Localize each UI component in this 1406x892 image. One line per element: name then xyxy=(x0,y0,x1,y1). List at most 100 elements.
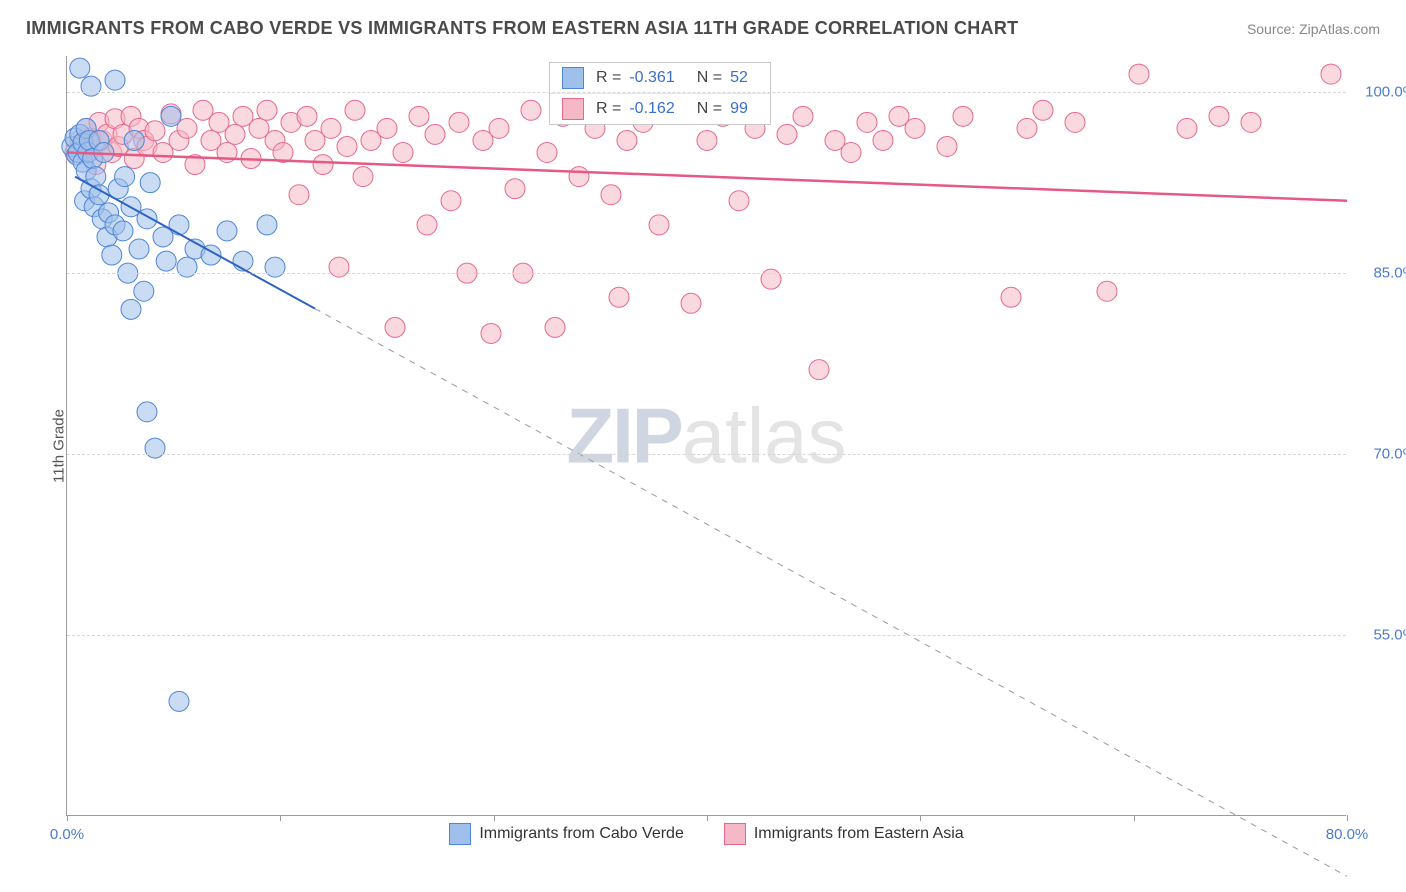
data-point xyxy=(137,402,157,422)
r-label: R = xyxy=(596,100,621,118)
trendline-cabo-verde-dashed xyxy=(315,309,1347,877)
series-name-cabo-verde: Immigrants from Cabo Verde xyxy=(479,825,684,843)
data-point xyxy=(1097,281,1117,301)
y-tick-label: 55.0% xyxy=(1356,627,1406,644)
data-point xyxy=(156,251,176,271)
series-legend: Immigrants from Cabo Verde Immigrants fr… xyxy=(67,823,1346,845)
data-point xyxy=(857,112,877,132)
swatch-cabo-verde xyxy=(449,823,471,845)
trendline-eastern-asia xyxy=(67,153,1347,201)
data-point xyxy=(841,143,861,163)
gridline-h xyxy=(67,273,1346,274)
data-point xyxy=(113,221,133,241)
data-point xyxy=(353,167,373,187)
n-label: N = xyxy=(697,100,722,118)
swatch-eastern-asia xyxy=(724,823,746,845)
data-point xyxy=(1017,118,1037,138)
data-point xyxy=(1209,106,1229,126)
data-point xyxy=(601,185,621,205)
source-label: Source: ZipAtlas.com xyxy=(1247,21,1380,37)
x-tick xyxy=(494,815,495,821)
data-point xyxy=(102,245,122,265)
data-point xyxy=(313,155,333,175)
gridline-h xyxy=(67,635,1346,636)
data-point xyxy=(134,281,154,301)
gridline-h xyxy=(67,454,1346,455)
data-point xyxy=(385,317,405,337)
data-point xyxy=(1177,118,1197,138)
series-legend-item-cabo-verde: Immigrants from Cabo Verde xyxy=(449,823,684,845)
scatter-plot-area: ZIPatlas R = -0.361 N = 52 R = -0.162 N … xyxy=(66,56,1346,816)
x-tick xyxy=(920,815,921,821)
data-point xyxy=(1001,287,1021,307)
data-point xyxy=(481,323,501,343)
data-point xyxy=(145,121,165,141)
data-point xyxy=(140,173,160,193)
data-point xyxy=(297,106,317,126)
data-point xyxy=(161,106,181,126)
data-point xyxy=(217,221,237,241)
n-value-cabo-verde: 52 xyxy=(730,69,748,87)
plot-svg xyxy=(67,56,1347,816)
data-point xyxy=(793,106,813,126)
series-name-eastern-asia: Immigrants from Eastern Asia xyxy=(754,825,964,843)
correlation-legend-row-eastern-asia: R = -0.162 N = 99 xyxy=(550,93,770,124)
data-point xyxy=(169,215,189,235)
data-point xyxy=(649,215,669,235)
x-tick xyxy=(1347,815,1348,821)
data-point xyxy=(617,130,637,150)
data-point xyxy=(505,179,525,199)
data-point xyxy=(70,58,90,78)
data-point xyxy=(1321,64,1341,84)
data-point xyxy=(393,143,413,163)
data-point xyxy=(681,293,701,313)
data-point xyxy=(337,136,357,156)
data-point xyxy=(1065,112,1085,132)
y-tick-label: 70.0% xyxy=(1356,446,1406,463)
r-value-eastern-asia: -0.162 xyxy=(629,100,674,118)
data-point xyxy=(124,130,144,150)
data-point xyxy=(129,239,149,259)
n-label: N = xyxy=(697,69,722,87)
data-point xyxy=(121,299,141,319)
data-point xyxy=(321,118,341,138)
chart-title: IMMIGRANTS FROM CABO VERDE VS IMMIGRANTS… xyxy=(26,18,1018,39)
data-point xyxy=(449,112,469,132)
data-point xyxy=(345,100,365,120)
x-tick xyxy=(1134,815,1135,821)
n-value-eastern-asia: 99 xyxy=(730,100,748,118)
y-axis-label: 11th Grade xyxy=(50,409,67,483)
data-point xyxy=(417,215,437,235)
data-point xyxy=(537,143,557,163)
y-tick-label: 85.0% xyxy=(1356,265,1406,282)
data-point xyxy=(777,124,797,144)
data-point xyxy=(1129,64,1149,84)
r-label: R = xyxy=(596,69,621,87)
data-point xyxy=(441,191,461,211)
x-tick xyxy=(280,815,281,821)
data-point xyxy=(697,130,717,150)
data-point xyxy=(521,100,541,120)
data-point xyxy=(377,118,397,138)
data-point xyxy=(609,287,629,307)
data-point xyxy=(489,118,509,138)
data-point xyxy=(169,691,189,711)
data-point xyxy=(425,124,445,144)
x-tick xyxy=(707,815,708,821)
data-point xyxy=(115,167,135,187)
data-point xyxy=(289,185,309,205)
data-point xyxy=(953,106,973,126)
r-value-cabo-verde: -0.361 xyxy=(629,69,674,87)
swatch-eastern-asia xyxy=(562,98,584,120)
data-point xyxy=(257,100,277,120)
data-point xyxy=(809,360,829,380)
x-tick-label: 0.0% xyxy=(50,826,84,843)
data-point xyxy=(569,167,589,187)
data-point xyxy=(409,106,429,126)
data-point xyxy=(105,70,125,90)
y-tick-label: 100.0% xyxy=(1356,84,1406,101)
data-point xyxy=(225,124,245,144)
correlation-legend-row-cabo-verde: R = -0.361 N = 52 xyxy=(550,63,770,93)
correlation-legend: R = -0.361 N = 52 R = -0.162 N = 99 xyxy=(549,62,771,125)
series-legend-item-eastern-asia: Immigrants from Eastern Asia xyxy=(724,823,964,845)
